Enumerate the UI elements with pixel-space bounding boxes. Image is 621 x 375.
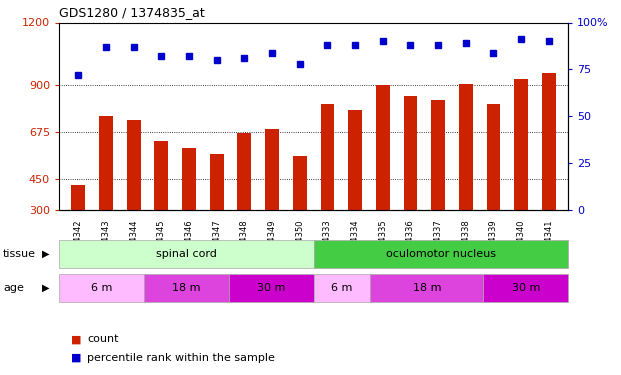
Bar (314, 240, 568, 268)
Bar (210, 154, 224, 273)
Bar (348, 110, 362, 273)
Bar (293, 156, 307, 273)
Text: 18 m: 18 m (412, 283, 441, 293)
Bar (155, 141, 168, 273)
Bar (459, 84, 473, 273)
Bar (59, 240, 314, 268)
Bar (237, 133, 252, 273)
Text: 18 m: 18 m (172, 283, 201, 293)
Bar (229, 274, 314, 302)
Text: 30 m: 30 m (512, 283, 540, 293)
Text: spinal cord: spinal cord (156, 249, 217, 259)
Bar (542, 72, 556, 273)
Text: tissue: tissue (3, 249, 36, 259)
Bar (376, 85, 390, 273)
Text: oculomotor nucleus: oculomotor nucleus (386, 249, 496, 259)
Bar (314, 274, 370, 302)
Text: ■: ■ (71, 334, 82, 344)
Text: 6 m: 6 m (331, 283, 353, 293)
Bar (99, 116, 113, 273)
Text: age: age (3, 283, 24, 293)
Bar (370, 274, 483, 302)
Bar (127, 120, 140, 273)
Text: ■: ■ (71, 353, 82, 363)
Text: 30 m: 30 m (257, 283, 286, 293)
Text: GDS1280 / 1374835_at: GDS1280 / 1374835_at (59, 6, 205, 19)
Bar (487, 104, 501, 273)
Text: count: count (87, 334, 119, 344)
Bar (59, 274, 144, 302)
Bar (483, 274, 568, 302)
Text: percentile rank within the sample: percentile rank within the sample (87, 353, 275, 363)
Bar (320, 104, 334, 273)
Bar (514, 79, 528, 273)
Bar (182, 147, 196, 273)
Bar (71, 185, 85, 273)
Bar (265, 129, 279, 273)
Bar (431, 100, 445, 273)
Text: 6 m: 6 m (91, 283, 112, 293)
Text: ▶: ▶ (42, 283, 50, 293)
Bar (404, 96, 417, 273)
Text: ▶: ▶ (42, 249, 50, 259)
Bar (144, 274, 229, 302)
